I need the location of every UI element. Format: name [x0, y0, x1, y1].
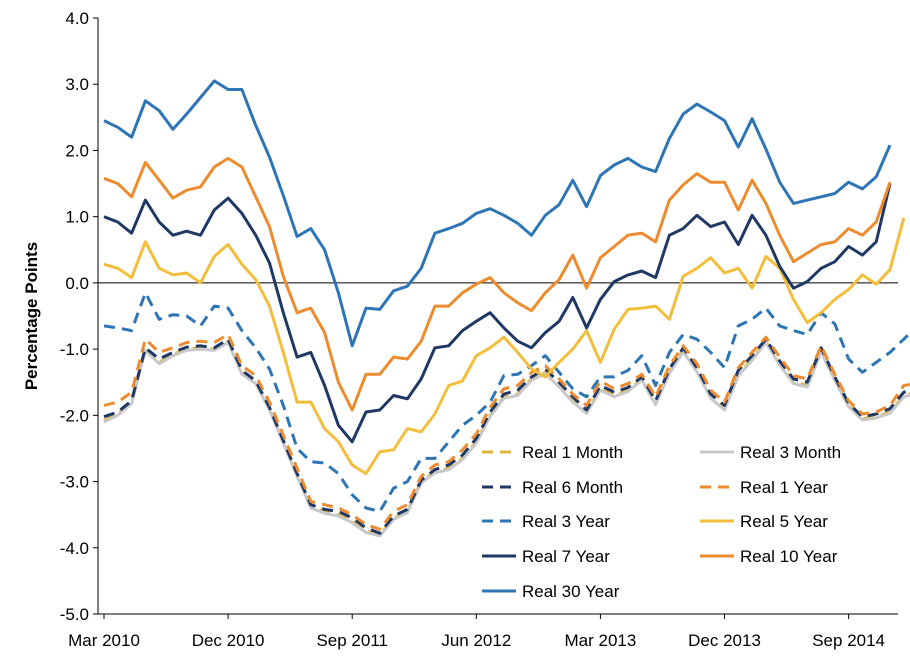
- legend-label: Real 10 Year: [740, 547, 838, 566]
- x-tick-label: Mar 2013: [565, 631, 637, 650]
- y-tick-label: -4.0: [60, 539, 89, 558]
- x-tick-label: Dec 2013: [688, 631, 761, 650]
- series-line-real-7-year: [103, 183, 892, 444]
- series-line-real-6-month: [103, 337, 910, 535]
- y-tick-label: -5.0: [60, 605, 89, 624]
- y-tick-label: -1.0: [60, 340, 89, 359]
- legend-label: Real 30 Year: [522, 582, 620, 601]
- series-line-real-1-year: [103, 333, 910, 531]
- legend-label: Real 1 Year: [740, 478, 828, 497]
- legend-label: Real 3 Month: [740, 443, 841, 462]
- series-line-real-3-year: [103, 291, 910, 513]
- legend-label: Real 3 Year: [522, 512, 610, 531]
- legend: Real 1 Month Real 3 Month Real 6 Month Real…: [482, 443, 841, 601]
- y-tick-label: 2.0: [65, 141, 89, 160]
- x-tick-label: Mar 2010: [68, 631, 140, 650]
- x-tick-label: Dec 2010: [192, 631, 265, 650]
- legend-label: Real 6 Month: [522, 478, 623, 497]
- x-tick-label: Jun 2012: [441, 631, 511, 650]
- legend-label: Real 7 Year: [522, 547, 610, 566]
- x-tick-label: Sep 2014: [812, 631, 885, 650]
- y-tick-label: 1.0: [65, 208, 89, 227]
- series-line-real-3-month: [103, 341, 910, 538]
- y-tick-label: 0.0: [65, 274, 89, 293]
- y-tick-label: -3.0: [60, 473, 89, 492]
- series-line-real-1-month: [103, 339, 910, 536]
- y-axis-label: Percentage Points: [22, 242, 41, 390]
- y-tick-label: 4.0: [65, 9, 89, 28]
- axes: 4.0 3.0 2.0 1.0 0.0 -1.0 -2.0 -3.0 -4.0 -5.0 Mar 2…: [60, 9, 898, 650]
- y-tick-label: -2.0: [60, 406, 89, 425]
- series-line-real-10-year: [103, 156, 892, 412]
- legend-label: Real 1 Month: [522, 443, 623, 462]
- series-layer: [103, 79, 910, 538]
- series-line-real-5-year: [103, 217, 906, 476]
- x-tick-label: Sep 2011: [316, 631, 388, 650]
- legend-label: Real 5 Year: [740, 512, 828, 531]
- y-tick-label: 3.0: [65, 75, 89, 94]
- series-line-real-30-year: [103, 79, 892, 348]
